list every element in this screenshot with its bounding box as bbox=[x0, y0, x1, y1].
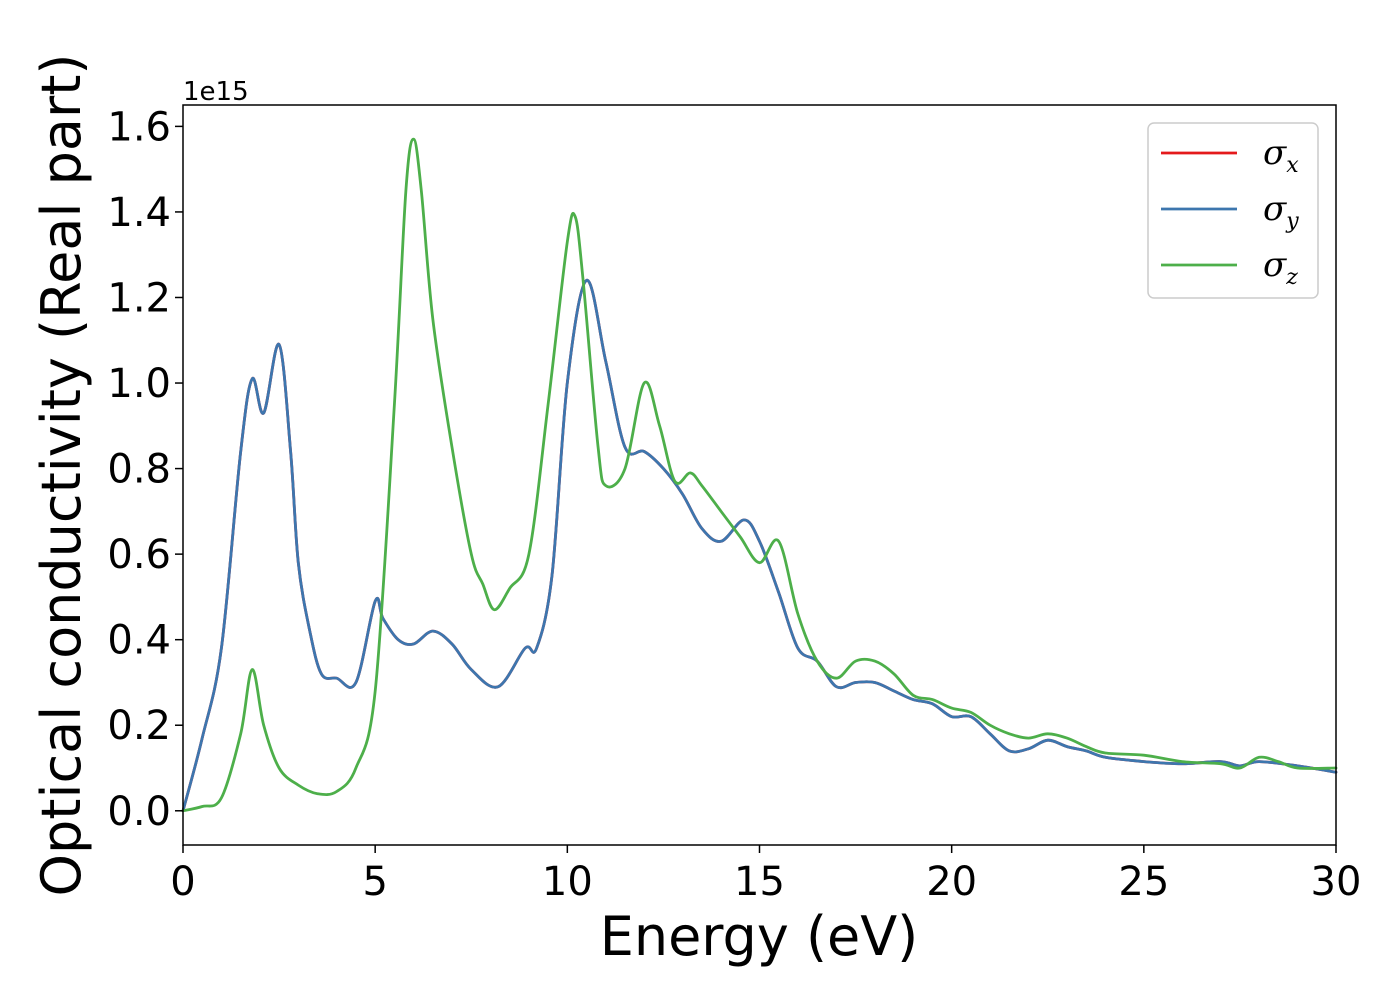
y-tick-label: 0.8 bbox=[107, 447, 171, 493]
y-axis-label: Optical conductivity (Real part) bbox=[30, 54, 93, 897]
y-axis: 0.0 0.2 0.4 0.6 0.8 1.0 1.2 1.4 1.6 bbox=[107, 104, 183, 835]
x-axis: 0 5 10 15 20 25 30 bbox=[170, 845, 1361, 905]
y-tick-label: 0.2 bbox=[107, 703, 171, 749]
y-tick-label: 0.0 bbox=[107, 789, 171, 835]
x-tick-label: 20 bbox=[926, 859, 977, 905]
y-tick-label: 0.4 bbox=[107, 618, 171, 664]
x-tick-label: 0 bbox=[170, 859, 195, 905]
y-tick-label: 0.6 bbox=[107, 532, 171, 578]
series-line-y bbox=[181, 278, 1338, 813]
x-tick-label: 30 bbox=[1311, 859, 1362, 905]
y-tick-label: 1.6 bbox=[107, 104, 171, 150]
y-tick-label: 1.4 bbox=[107, 190, 171, 236]
x-tick-label: 15 bbox=[734, 859, 785, 905]
series-line-x bbox=[181, 278, 1338, 813]
y-tick-label: 1.0 bbox=[107, 361, 171, 407]
series-line-z bbox=[181, 137, 1338, 813]
x-tick-label: 25 bbox=[1118, 859, 1169, 905]
y-offset-label: 1e15 bbox=[183, 77, 249, 107]
legend-box bbox=[1147, 122, 1319, 299]
plot-lines bbox=[181, 137, 1338, 813]
y-tick-label: 1.2 bbox=[107, 275, 171, 321]
x-axis-label: Energy (eV) bbox=[600, 905, 919, 968]
x-tick-label: 10 bbox=[542, 859, 593, 905]
x-tick-label: 5 bbox=[362, 859, 387, 905]
